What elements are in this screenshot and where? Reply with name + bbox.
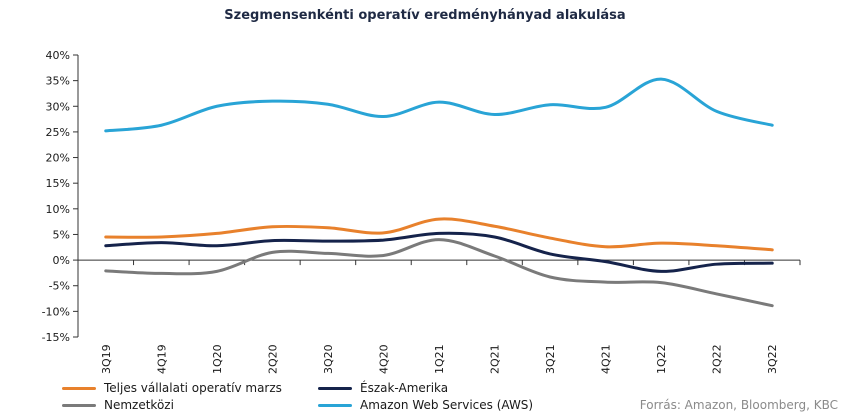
- data-point-total-margin: [327, 227, 329, 229]
- series-lines: [104, 77, 774, 308]
- data-point-north-america: [271, 239, 273, 241]
- data-point-total-margin: [382, 232, 384, 234]
- data-point-international: [604, 281, 606, 283]
- legend-swatch-total-margin: [62, 386, 96, 390]
- x-tick-label: 1Q21: [433, 344, 446, 374]
- data-point-international: [382, 254, 384, 256]
- x-tick-label: 2Q22: [711, 344, 724, 374]
- legend-label-total-margin: Teljes vállalati operatív marzs: [104, 381, 282, 395]
- legend-label-aws: Amazon Web Services (AWS): [360, 398, 534, 412]
- data-point-north-america: [160, 241, 162, 243]
- y-tick-label: -15%: [42, 331, 70, 344]
- y-tick-label: 40%: [46, 49, 70, 62]
- x-tick-label: 4Q21: [600, 344, 613, 374]
- y-tick-label: 5%: [53, 228, 70, 241]
- data-point-aws: [160, 124, 162, 126]
- data-point-total-margin: [105, 236, 107, 238]
- y-tick-label: -10%: [42, 305, 70, 318]
- y-tick-label: 30%: [46, 100, 70, 113]
- data-point-north-america: [327, 240, 329, 242]
- data-point-aws: [438, 101, 440, 103]
- data-point-international: [438, 238, 440, 240]
- legend-swatch-aws: [318, 403, 352, 407]
- x-tick-label: 3Q22: [766, 344, 779, 374]
- data-point-international: [105, 270, 107, 272]
- data-point-aws: [271, 100, 273, 102]
- y-tick-label: -5%: [49, 280, 70, 293]
- data-point-total-margin: [604, 246, 606, 248]
- data-point-total-margin: [216, 232, 218, 234]
- x-tick-label: 2Q21: [489, 344, 502, 374]
- series-line-north-america: [104, 231, 774, 273]
- legend-item-north-america: Észak-Amerika: [318, 381, 448, 395]
- data-point-total-margin: [493, 225, 495, 227]
- source-note: Forrás: Amazon, Bloomberg, KBC: [639, 398, 838, 412]
- x-tick-label: 2Q20: [266, 344, 279, 374]
- data-point-aws: [493, 113, 495, 115]
- x-tick-label: 1Q22: [655, 344, 668, 374]
- data-point-north-america: [549, 253, 551, 255]
- data-point-total-margin: [438, 218, 440, 220]
- data-point-aws: [327, 103, 329, 105]
- data-point-north-america: [771, 262, 773, 264]
- y-tick-label: 0%: [53, 254, 70, 267]
- x-tick-label: 4Q20: [377, 344, 390, 374]
- data-point-north-america: [604, 260, 606, 262]
- series-line-total-margin: [104, 217, 774, 252]
- data-point-aws: [105, 130, 107, 132]
- data-point-aws: [660, 78, 662, 80]
- x-tick-label: 1Q20: [211, 344, 224, 374]
- y-tick-label: 25%: [46, 126, 70, 139]
- y-tick-label: 20%: [46, 152, 70, 165]
- data-point-aws: [715, 110, 717, 112]
- legend-item-aws: Amazon Web Services (AWS): [318, 398, 533, 412]
- data-point-aws: [604, 106, 606, 108]
- data-point-north-america: [216, 245, 218, 247]
- data-point-north-america: [493, 236, 495, 238]
- data-point-aws: [382, 115, 384, 117]
- data-point-aws: [771, 124, 773, 126]
- data-point-international: [327, 252, 329, 254]
- series-line-aws: [104, 77, 774, 133]
- data-point-total-margin: [271, 226, 273, 228]
- data-point-north-america: [105, 245, 107, 247]
- data-point-total-margin: [160, 236, 162, 238]
- legend-swatch-international: [62, 403, 96, 407]
- data-point-north-america: [382, 239, 384, 241]
- legend-label-international: Nemzetközi: [104, 398, 174, 412]
- data-point-total-margin: [771, 249, 773, 251]
- legend-item-international: Nemzetközi: [62, 398, 174, 412]
- legend-item-total-margin: Teljes vállalati operatív marzs: [62, 381, 282, 395]
- y-tick-label: 35%: [46, 75, 70, 88]
- legend-label-north-america: Észak-Amerika: [360, 381, 449, 395]
- x-tick-label: 3Q20: [322, 344, 335, 374]
- data-point-total-margin: [660, 242, 662, 244]
- data-point-north-america: [715, 263, 717, 265]
- data-point-international: [216, 270, 218, 272]
- x-tick-label: 3Q19: [100, 344, 113, 374]
- data-point-international: [493, 255, 495, 257]
- data-point-total-margin: [715, 245, 717, 247]
- data-point-north-america: [438, 232, 440, 234]
- x-axis: 3Q19 4Q19 1Q20 2Q20 3Q20 4Q20 1Q21 2Q21 3Q21 4Q21…: [77, 259, 801, 374]
- data-point-international: [715, 293, 717, 295]
- data-point-international: [271, 251, 273, 253]
- data-point-international: [549, 276, 551, 278]
- y-axis: -15% -10% -5% 0% 5% 10% 15% 20% 25% 30% 35% 40%: [42, 49, 79, 344]
- data-point-aws: [216, 105, 218, 107]
- y-tick-label: 10%: [46, 203, 70, 216]
- data-point-international: [660, 281, 662, 283]
- data-point-north-america: [660, 270, 662, 272]
- data-point-total-margin: [549, 237, 551, 239]
- chart-title: Szegmensenkénti operatív eredményhányad …: [224, 8, 626, 23]
- data-point-international: [771, 305, 773, 307]
- x-tick-label: 3Q21: [544, 344, 557, 374]
- x-tick-label: 4Q19: [155, 344, 168, 374]
- legend-swatch-north-america: [318, 386, 352, 390]
- y-tick-label: 15%: [46, 177, 70, 190]
- series-line-international: [104, 238, 774, 308]
- data-point-aws: [549, 104, 551, 106]
- data-point-international: [160, 272, 162, 274]
